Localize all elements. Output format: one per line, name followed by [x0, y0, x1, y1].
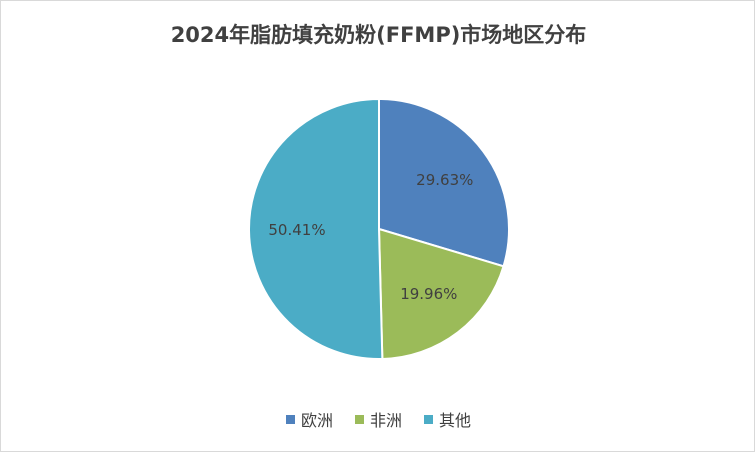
pie-slice-other	[248, 97, 384, 360]
chart-title: 2024年脂肪填充奶粉(FFMP)市场地区分布	[170, 23, 587, 47]
legend-swatch-europe	[285, 414, 295, 424]
legend: 欧洲 非洲 其他	[1, 407, 755, 431]
legend-label-other: 其他	[439, 411, 472, 430]
legend-label-africa: 非洲	[369, 411, 402, 430]
pie-label-other: 50.41%	[268, 221, 325, 239]
pie-label-europe: 29.63%	[416, 171, 473, 189]
legend-swatch-africa	[354, 414, 364, 424]
pie-slice-europe	[378, 97, 510, 268]
pie-slice-africa	[377, 227, 505, 360]
legend-label-europe: 欧洲	[300, 411, 333, 430]
legend-swatch-other	[424, 414, 433, 424]
legend-item-europe: 欧洲	[285, 407, 333, 431]
legend-item-africa: 非洲	[354, 407, 402, 431]
legend-item-other: 其他	[424, 407, 471, 431]
pie-label-africa: 19.96%	[400, 285, 457, 303]
